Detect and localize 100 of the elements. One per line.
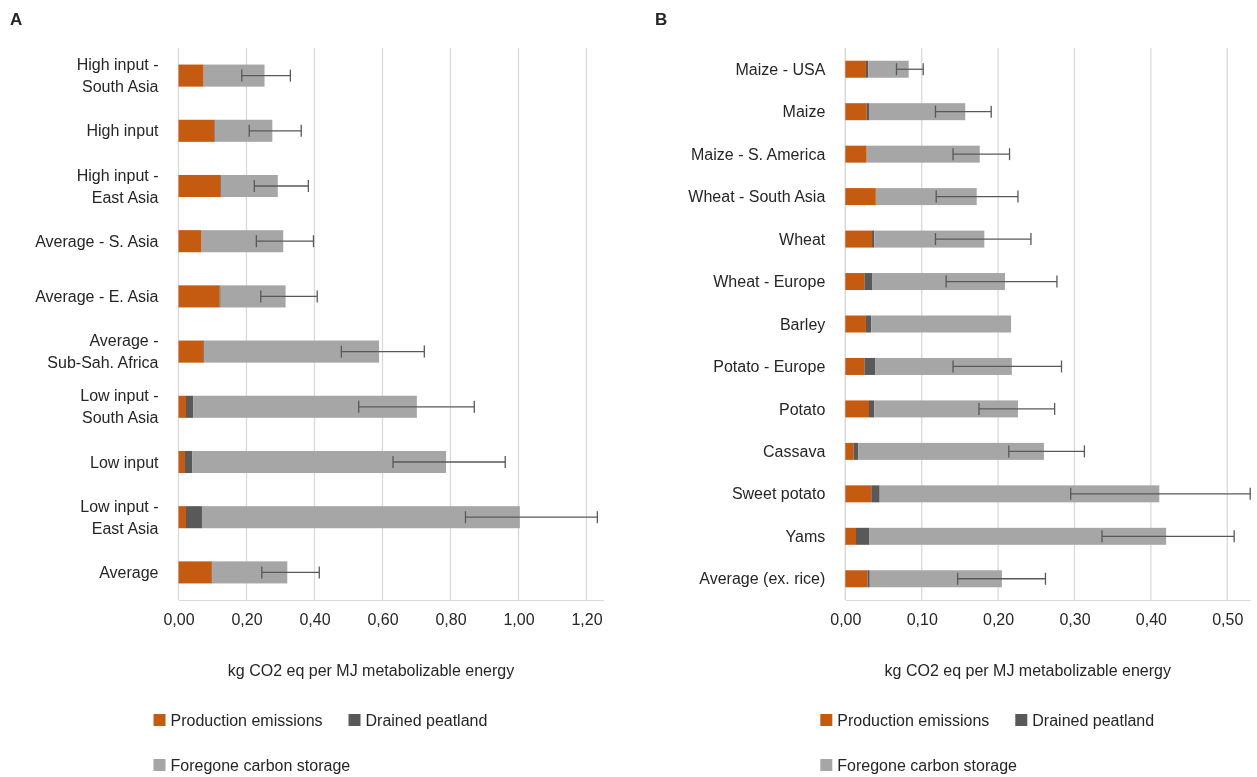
bar <box>879 485 1160 503</box>
bar <box>178 64 204 87</box>
bar <box>203 64 265 87</box>
bar <box>845 400 869 418</box>
bar <box>178 119 215 142</box>
bar <box>845 442 854 460</box>
bar <box>845 315 866 333</box>
y-tick-label: Low input - South Asia <box>80 387 159 427</box>
y-tick-label: Cassava <box>763 442 826 460</box>
bar <box>178 285 220 308</box>
y-tick-label: Average - Sub-Sah. Africa <box>47 332 159 372</box>
x-tick-label: 0,10 <box>906 611 938 629</box>
bar <box>845 273 865 291</box>
y-tick-label: High input - South Asia <box>76 56 159 96</box>
x-tick-label: 0,00 <box>830 611 862 629</box>
y-tick-label: Average <box>99 564 159 581</box>
legend-label: Drained peatland <box>365 711 488 729</box>
x-tick-label: 0,20 <box>231 611 263 629</box>
bar <box>874 230 985 248</box>
y-tick-label: Wheat <box>779 230 826 248</box>
bar <box>185 506 202 529</box>
bar <box>868 527 1167 545</box>
text: A <box>10 10 23 29</box>
y-tick-label: Maize <box>782 103 826 121</box>
bar <box>178 395 186 418</box>
bar <box>845 188 876 206</box>
bar <box>871 485 880 503</box>
x-tick-label: 1,00 <box>503 611 535 629</box>
x-axis-title: kg CO2 eq per MJ metabolizable energy <box>227 662 515 679</box>
legend-label: Drained peatland <box>1032 711 1155 729</box>
x-axis-title: kg CO2 eq per MJ metabolizable energy <box>884 662 1171 679</box>
y-tick-label: Yams <box>785 527 826 545</box>
bar <box>845 145 867 163</box>
bar <box>868 103 966 121</box>
bar <box>178 174 221 198</box>
legend-label: Foregone carbon storage <box>837 756 1018 774</box>
bar <box>201 506 520 529</box>
bar <box>874 400 1018 418</box>
bar <box>864 357 876 375</box>
bar <box>871 315 1012 333</box>
bar <box>185 395 194 418</box>
y-tick-label: Average - E. Asia <box>35 288 159 305</box>
y-tick-label: Average (ex. rice) <box>699 570 826 588</box>
x-tick-label: 0,20 <box>983 611 1015 629</box>
x-tick-label: 0,40 <box>1135 611 1168 629</box>
bar <box>178 561 212 584</box>
bar <box>864 273 873 291</box>
bar <box>868 60 909 78</box>
y-tick-label: Low input <box>90 453 160 471</box>
y-tick-label: Low input - East Asia <box>80 497 159 537</box>
bar <box>845 527 856 545</box>
legend-label: Production emissions <box>170 711 323 729</box>
y-tick-label: Maize - S. America <box>691 145 826 163</box>
text: B <box>655 10 668 29</box>
legend-label: Production emissions <box>837 711 990 729</box>
bar <box>866 145 980 163</box>
y-tick-label: High input <box>86 122 160 140</box>
bar <box>869 570 1002 588</box>
bar <box>201 230 284 253</box>
y-tick-label: Wheat - South Asia <box>688 188 826 206</box>
bar <box>178 230 202 253</box>
bar <box>204 340 380 363</box>
bar <box>212 561 288 584</box>
y-tick-label: Maize - USA <box>735 60 826 78</box>
bar <box>178 506 186 529</box>
bar <box>192 450 447 474</box>
bar <box>845 103 867 121</box>
bar <box>845 60 866 78</box>
bar <box>845 485 872 503</box>
x-tick-label: 0,60 <box>367 611 399 629</box>
bar <box>845 357 865 375</box>
y-tick-label: Barley <box>779 315 826 333</box>
bar <box>872 273 1005 291</box>
bar <box>856 527 869 545</box>
bar <box>178 340 204 363</box>
bar <box>221 174 278 198</box>
x-tick-label: 0,80 <box>435 611 467 629</box>
bar <box>875 188 977 206</box>
bar <box>845 230 873 248</box>
bar <box>184 450 193 474</box>
x-tick-label: 1,20 <box>571 611 603 629</box>
bar <box>220 285 286 308</box>
bar <box>193 395 417 418</box>
legend-label: Foregone carbon storage <box>170 756 351 774</box>
bar <box>858 442 1044 460</box>
bar <box>867 570 870 588</box>
y-tick-label: Potato <box>779 400 826 418</box>
bar <box>214 119 273 142</box>
bar <box>178 450 185 474</box>
y-tick-label: Wheat - Europe <box>713 273 826 291</box>
x-tick-label: 0,30 <box>1059 611 1091 629</box>
x-tick-label: 0,00 <box>163 611 195 629</box>
y-tick-label: High input - East Asia <box>76 166 159 206</box>
bar <box>845 570 868 588</box>
bar <box>875 357 1012 375</box>
x-tick-label: 0,50 <box>1212 611 1244 629</box>
bar <box>868 400 875 418</box>
x-tick-label: 0,40 <box>299 611 331 629</box>
y-tick-label: Sweet potato <box>731 485 826 503</box>
y-tick-label: Potato - Europe <box>713 358 826 376</box>
